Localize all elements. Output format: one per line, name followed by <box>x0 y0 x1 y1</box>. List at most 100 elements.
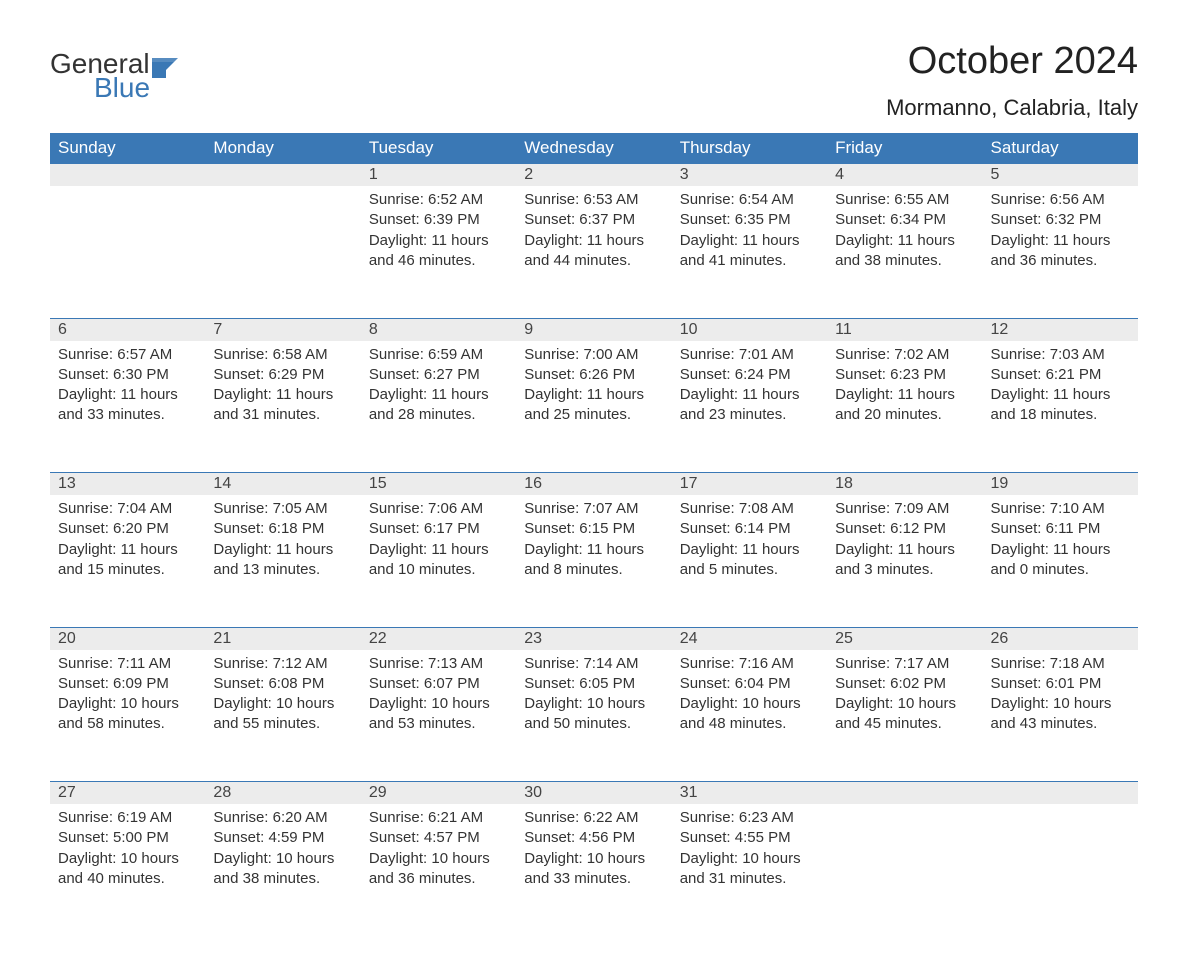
sunrise-line: Sunrise: 7:12 AM <box>213 654 352 674</box>
sunrise-line: Sunrise: 7:17 AM <box>835 654 974 674</box>
day-number-cell: 8 <box>361 318 516 341</box>
logo-word2: Blue <box>94 74 178 102</box>
daylight-line: Daylight: 11 hours and 28 minutes. <box>369 385 508 426</box>
daylight-line: Daylight: 11 hours and 8 minutes. <box>524 540 663 581</box>
sunrise-line: Sunrise: 6:59 AM <box>369 345 508 365</box>
day-number-cell: 29 <box>361 782 516 805</box>
sunset-line: Sunset: 6:12 PM <box>835 519 974 539</box>
day-number-cell: 2 <box>516 164 671 187</box>
day-number-cell: 16 <box>516 473 671 496</box>
day-number-cell: 1 <box>361 164 516 187</box>
daylight-line: Daylight: 11 hours and 33 minutes. <box>58 385 197 426</box>
col-header: Monday <box>205 133 360 164</box>
sunrise-line: Sunrise: 7:10 AM <box>991 499 1130 519</box>
sunrise-line: Sunrise: 7:16 AM <box>680 654 819 674</box>
day-content-cell: Sunrise: 6:23 AMSunset: 4:55 PMDaylight:… <box>672 804 827 936</box>
col-header: Saturday <box>983 133 1138 164</box>
sunset-line: Sunset: 6:07 PM <box>369 674 508 694</box>
day-number-cell: 30 <box>516 782 671 805</box>
sunset-line: Sunset: 6:18 PM <box>213 519 352 539</box>
day-content-cell: Sunrise: 7:17 AMSunset: 6:02 PMDaylight:… <box>827 650 982 782</box>
daylight-line: Daylight: 11 hours and 0 minutes. <box>991 540 1130 581</box>
day-content-cell: Sunrise: 7:02 AMSunset: 6:23 PMDaylight:… <box>827 341 982 473</box>
day-content-cell: Sunrise: 7:18 AMSunset: 6:01 PMDaylight:… <box>983 650 1138 782</box>
daylight-line: Daylight: 11 hours and 20 minutes. <box>835 385 974 426</box>
sunrise-line: Sunrise: 7:18 AM <box>991 654 1130 674</box>
day-content-cell: Sunrise: 7:04 AMSunset: 6:20 PMDaylight:… <box>50 495 205 627</box>
col-header: Tuesday <box>361 133 516 164</box>
day-number-cell <box>827 782 982 805</box>
day-number-cell: 23 <box>516 627 671 650</box>
day-number-cell: 20 <box>50 627 205 650</box>
sunrise-line: Sunrise: 6:20 AM <box>213 808 352 828</box>
daylight-line: Daylight: 10 hours and 53 minutes. <box>369 694 508 735</box>
sunset-line: Sunset: 4:56 PM <box>524 828 663 848</box>
day-number-cell: 14 <box>205 473 360 496</box>
day-content-cell: Sunrise: 7:08 AMSunset: 6:14 PMDaylight:… <box>672 495 827 627</box>
daylight-line: Daylight: 11 hours and 18 minutes. <box>991 385 1130 426</box>
sunset-line: Sunset: 6:29 PM <box>213 365 352 385</box>
day-number-cell: 13 <box>50 473 205 496</box>
daylight-line: Daylight: 10 hours and 33 minutes. <box>524 849 663 890</box>
day-content-cell: Sunrise: 6:54 AMSunset: 6:35 PMDaylight:… <box>672 186 827 318</box>
day-content-cell: Sunrise: 6:57 AMSunset: 6:30 PMDaylight:… <box>50 341 205 473</box>
day-content-cell <box>205 186 360 318</box>
daylight-line: Daylight: 11 hours and 41 minutes. <box>680 231 819 272</box>
sunrise-line: Sunrise: 7:14 AM <box>524 654 663 674</box>
day-content-cell: Sunrise: 7:13 AMSunset: 6:07 PMDaylight:… <box>361 650 516 782</box>
daylight-line: Daylight: 11 hours and 13 minutes. <box>213 540 352 581</box>
day-content-cell: Sunrise: 7:06 AMSunset: 6:17 PMDaylight:… <box>361 495 516 627</box>
daylight-line: Daylight: 10 hours and 58 minutes. <box>58 694 197 735</box>
sunrise-line: Sunrise: 7:02 AM <box>835 345 974 365</box>
daylight-line: Daylight: 10 hours and 43 minutes. <box>991 694 1130 735</box>
day-number-row: 13141516171819 <box>50 473 1138 496</box>
header-row: Sunday Monday Tuesday Wednesday Thursday… <box>50 133 1138 164</box>
sunrise-line: Sunrise: 7:07 AM <box>524 499 663 519</box>
sunset-line: Sunset: 6:14 PM <box>680 519 819 539</box>
day-content-cell: Sunrise: 6:58 AMSunset: 6:29 PMDaylight:… <box>205 341 360 473</box>
day-number-cell <box>50 164 205 187</box>
day-number-cell: 21 <box>205 627 360 650</box>
sunrise-line: Sunrise: 7:04 AM <box>58 499 197 519</box>
day-content-cell: Sunrise: 7:16 AMSunset: 6:04 PMDaylight:… <box>672 650 827 782</box>
day-content-cell <box>50 186 205 318</box>
sunset-line: Sunset: 6:15 PM <box>524 519 663 539</box>
day-content-cell: Sunrise: 7:03 AMSunset: 6:21 PMDaylight:… <box>983 341 1138 473</box>
daylight-line: Daylight: 11 hours and 38 minutes. <box>835 231 974 272</box>
day-number-cell: 18 <box>827 473 982 496</box>
sunrise-line: Sunrise: 7:11 AM <box>58 654 197 674</box>
sunset-line: Sunset: 5:00 PM <box>58 828 197 848</box>
sunset-line: Sunset: 6:02 PM <box>835 674 974 694</box>
sunset-line: Sunset: 6:23 PM <box>835 365 974 385</box>
col-header: Friday <box>827 133 982 164</box>
day-number-cell: 9 <box>516 318 671 341</box>
sunrise-line: Sunrise: 6:56 AM <box>991 190 1130 210</box>
day-content-cell: Sunrise: 7:05 AMSunset: 6:18 PMDaylight:… <box>205 495 360 627</box>
day-number-cell: 27 <box>50 782 205 805</box>
day-content-cell: Sunrise: 7:14 AMSunset: 6:05 PMDaylight:… <box>516 650 671 782</box>
sunrise-line: Sunrise: 6:58 AM <box>213 345 352 365</box>
day-number-row: 6789101112 <box>50 318 1138 341</box>
sunset-line: Sunset: 6:11 PM <box>991 519 1130 539</box>
day-content-row: Sunrise: 7:04 AMSunset: 6:20 PMDaylight:… <box>50 495 1138 627</box>
daylight-line: Daylight: 11 hours and 36 minutes. <box>991 231 1130 272</box>
day-number-cell: 6 <box>50 318 205 341</box>
day-content-cell: Sunrise: 7:09 AMSunset: 6:12 PMDaylight:… <box>827 495 982 627</box>
day-number-cell: 28 <box>205 782 360 805</box>
sunset-line: Sunset: 6:04 PM <box>680 674 819 694</box>
sunset-line: Sunset: 6:39 PM <box>369 210 508 230</box>
location: Mormanno, Calabria, Italy <box>886 95 1138 121</box>
day-number-cell: 17 <box>672 473 827 496</box>
sunrise-line: Sunrise: 6:23 AM <box>680 808 819 828</box>
day-number-cell: 24 <box>672 627 827 650</box>
day-number-row: 20212223242526 <box>50 627 1138 650</box>
day-content-row: Sunrise: 6:52 AMSunset: 6:39 PMDaylight:… <box>50 186 1138 318</box>
daylight-line: Daylight: 11 hours and 23 minutes. <box>680 385 819 426</box>
daylight-line: Daylight: 10 hours and 48 minutes. <box>680 694 819 735</box>
col-header: Wednesday <box>516 133 671 164</box>
daylight-line: Daylight: 11 hours and 25 minutes. <box>524 385 663 426</box>
daylight-line: Daylight: 11 hours and 3 minutes. <box>835 540 974 581</box>
day-content-cell: Sunrise: 6:21 AMSunset: 4:57 PMDaylight:… <box>361 804 516 936</box>
daylight-line: Daylight: 10 hours and 50 minutes. <box>524 694 663 735</box>
sunset-line: Sunset: 6:37 PM <box>524 210 663 230</box>
